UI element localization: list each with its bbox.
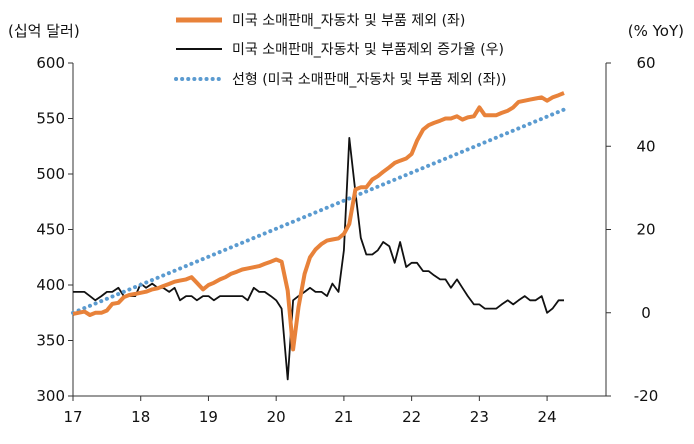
series-line-0: [72, 91, 565, 352]
right-axis-unit: (% YoY): [628, 22, 684, 40]
left-tick-label-2: 500: [36, 165, 65, 183]
x-tick-label-2: 19: [199, 408, 218, 426]
legend: 미국 소매판매_자동차 및 부품 제외 (좌) 미국 소매판매_자동차 및 부품…: [174, 13, 507, 88]
right-tick-label-4: -20: [634, 387, 659, 405]
right-tick-label-0: 60: [636, 54, 655, 72]
axes: 600 550 500 450 400 350 300 60 40 20 0 -20 17 18 19 20 2…: [36, 54, 658, 426]
left-tick-label-0: 600: [36, 54, 65, 72]
right-tick-label-3: 0: [641, 304, 651, 322]
x-tick-label-0: 17: [63, 408, 82, 426]
left-tick-label-1: 550: [36, 110, 65, 128]
x-tick-label-7: 24: [538, 408, 557, 426]
left-tick-label-4: 400: [36, 276, 65, 294]
x-tick-label-4: 21: [334, 408, 353, 426]
legend-label-2: 선형 (미국 소매판매_자동차 및 부품 제외 (좌)): [232, 72, 507, 88]
series-line-1: [73, 136, 564, 381]
left-tick-label-6: 300: [36, 387, 65, 405]
legend-label-1: 미국 소매판매_자동차 및 부품제외 증가율 (우): [232, 42, 504, 58]
right-tick-label-1: 40: [636, 137, 655, 155]
right-tick-label-2: 20: [636, 221, 655, 239]
series-line-2: [71, 107, 566, 315]
legend-entry-2[interactable]: 선형 (미국 소매판매_자동차 및 부품 제외 (좌)): [174, 72, 507, 88]
x-tick-label-6: 23: [470, 408, 489, 426]
x-tick-label-5: 22: [402, 408, 421, 426]
left-tick-label-5: 350: [36, 332, 65, 350]
legend-entry-0[interactable]: 미국 소매판매_자동차 및 부품 제외 (좌): [176, 13, 465, 29]
left-tick-label-3: 450: [36, 221, 65, 239]
left-axis-unit: (십억 달러): [8, 22, 80, 40]
legend-entry-1[interactable]: 미국 소매판매_자동차 및 부품제외 증가율 (우): [176, 42, 504, 58]
series-layer: [71, 91, 566, 381]
x-tick-label-3: 20: [267, 408, 286, 426]
x-tick-label-1: 18: [131, 408, 150, 426]
legend-label-0: 미국 소매판매_자동차 및 부품 제외 (좌): [232, 13, 465, 29]
